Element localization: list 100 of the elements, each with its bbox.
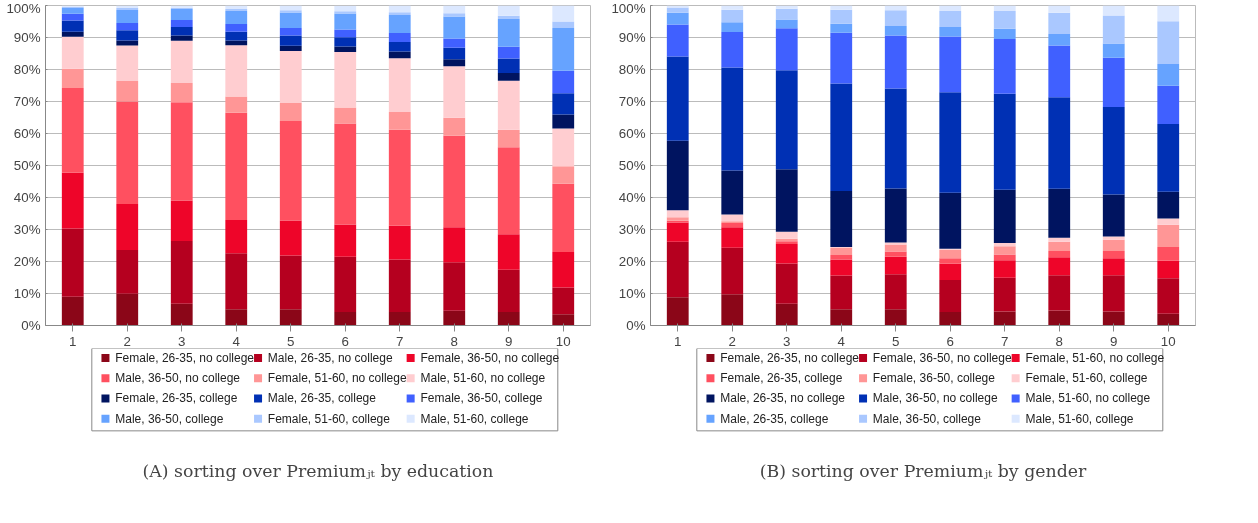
legend-label: Female, 36-50, college xyxy=(872,371,996,386)
bar xyxy=(1102,250,1125,259)
y-tick-label: 90% xyxy=(618,30,646,45)
bar xyxy=(1102,236,1125,240)
bar xyxy=(721,9,744,23)
bar xyxy=(279,220,302,256)
bar xyxy=(993,28,1016,40)
x-tick-label: 9 xyxy=(505,333,513,349)
bar xyxy=(775,169,798,232)
bar xyxy=(1157,260,1180,279)
bar xyxy=(116,40,139,46)
x-tick-label: 1 xyxy=(674,333,682,349)
bar xyxy=(884,251,907,257)
bar xyxy=(443,227,466,263)
bar xyxy=(993,93,1016,190)
bar xyxy=(61,172,84,229)
y-tick-label: 70% xyxy=(13,94,41,109)
bar xyxy=(443,5,466,14)
y-tick-label: 30% xyxy=(618,222,646,237)
bar xyxy=(388,5,411,13)
bar xyxy=(170,19,193,27)
bar xyxy=(1048,33,1071,46)
bar xyxy=(1102,106,1125,195)
y-tick-label: 10% xyxy=(13,286,41,301)
bar xyxy=(116,30,139,41)
x-tick-label: 8 xyxy=(1055,333,1063,349)
x-tick-label: 1 xyxy=(69,333,77,349)
bar xyxy=(279,121,302,221)
legend-label: Female, 51-60, no college xyxy=(1025,350,1165,365)
bar xyxy=(666,24,689,57)
bar xyxy=(884,274,907,310)
x-tick-label: 10 xyxy=(1160,333,1176,349)
bar xyxy=(939,5,962,11)
bar xyxy=(170,26,193,36)
bar xyxy=(552,27,575,71)
bar xyxy=(388,312,411,326)
bar xyxy=(1048,250,1071,258)
x-tick-label: 2 xyxy=(728,333,736,349)
bar xyxy=(61,8,84,14)
bar xyxy=(1157,218,1180,225)
bar xyxy=(443,38,466,48)
bar xyxy=(993,242,1016,247)
bar xyxy=(225,31,248,41)
bar xyxy=(993,10,1016,29)
bar xyxy=(939,249,962,259)
bar xyxy=(170,200,193,242)
bar xyxy=(993,311,1016,326)
legend-label: Male, 36-50, no college xyxy=(115,371,241,386)
bar xyxy=(334,224,357,257)
bar xyxy=(497,129,520,148)
bar xyxy=(334,123,357,225)
legend-label: Male, 26-35, no college xyxy=(720,391,846,406)
bar xyxy=(775,263,798,304)
bar xyxy=(830,248,853,256)
bar xyxy=(1102,43,1125,58)
bar xyxy=(443,59,466,67)
bar xyxy=(225,24,248,32)
bar xyxy=(939,10,962,27)
bar xyxy=(721,223,744,228)
bar xyxy=(497,46,520,59)
bar xyxy=(721,5,744,10)
legend-label: Male, 26-35, no college xyxy=(267,350,393,365)
bar xyxy=(721,247,744,295)
bar xyxy=(666,241,689,298)
y-tick-label: 80% xyxy=(13,62,41,77)
bar xyxy=(116,45,139,82)
bar xyxy=(116,101,139,204)
bar xyxy=(552,21,575,28)
bar xyxy=(1048,45,1071,98)
bar xyxy=(1048,241,1071,251)
bar xyxy=(993,189,1016,243)
bar xyxy=(225,10,248,25)
bar xyxy=(884,309,907,326)
bar xyxy=(552,166,575,184)
y-tick-label: 50% xyxy=(618,158,646,173)
bar xyxy=(116,9,139,24)
bar xyxy=(334,312,357,326)
y-tick-label: 0% xyxy=(626,318,646,333)
bar xyxy=(775,19,798,29)
bar xyxy=(116,81,139,102)
bar xyxy=(552,70,575,94)
bar xyxy=(61,20,84,32)
y-tick-label: 40% xyxy=(13,190,41,205)
bar xyxy=(497,80,520,130)
bar xyxy=(939,92,962,193)
bar xyxy=(443,135,466,228)
bar xyxy=(1048,310,1071,326)
legend-label: Male, 36-50, college xyxy=(872,411,982,426)
bar xyxy=(775,5,798,9)
bar xyxy=(666,210,689,218)
bar xyxy=(334,29,357,38)
bar xyxy=(388,41,411,52)
bar xyxy=(497,58,520,74)
bar xyxy=(1157,313,1180,326)
bar xyxy=(279,50,302,104)
bar xyxy=(1102,194,1125,237)
bar xyxy=(884,188,907,243)
bar xyxy=(721,294,744,326)
text: (B) sorting over Premiumⱼₜ by gender xyxy=(759,460,1087,481)
x-tick-label: 6 xyxy=(341,333,349,349)
